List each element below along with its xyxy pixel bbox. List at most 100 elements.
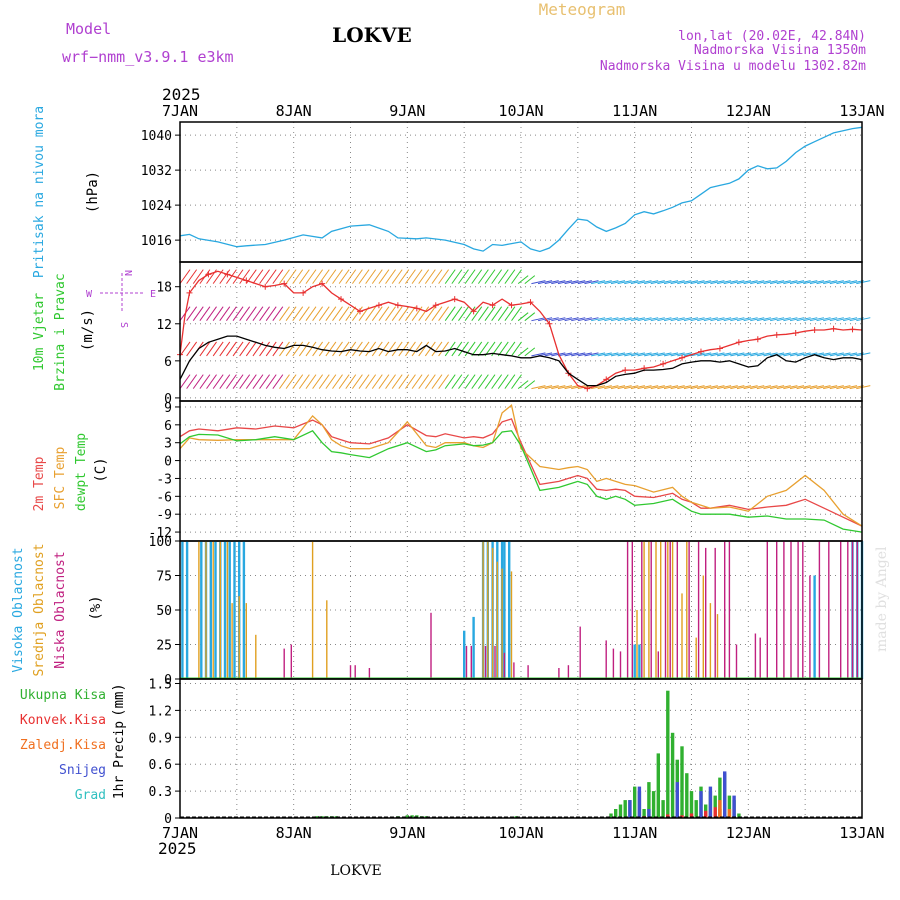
bar-ukupna-kisa [623,800,627,818]
wind-arrow [823,385,838,390]
bar-niska-oblacnost [650,541,652,679]
wind-speed-marker [432,302,439,309]
wind-arrow [789,280,805,285]
wind-arrow [564,317,579,322]
wind-arrow [677,352,692,357]
wind-arrow [736,385,752,390]
bar-niska-oblacnost [783,541,785,679]
wind-arrow [723,352,738,357]
wind-arrow [610,385,626,390]
bar-ukupna-kisa [689,791,694,818]
bar-niska-oblacnost [818,541,821,679]
wind-arrow [444,269,456,284]
bar-visoka-oblacnost [200,541,203,679]
x-tick-label-bottom: 12JAN [726,824,771,842]
wind-arrow [371,374,383,389]
wind-speed-marker [754,336,761,343]
wind-arrow [418,269,430,284]
wind-arrow [756,352,771,357]
wind-arrow [630,385,645,390]
wind-arrow [604,280,619,285]
wind-arrow [219,374,231,389]
bar-srednja-oblacnost [636,610,638,679]
wind-arrow [730,280,745,285]
wind-arrow [424,269,436,284]
bar-srednja-oblacnost [487,541,489,679]
wind-arrow [783,317,798,322]
wind-arrow [750,317,765,322]
legend-snow: Snijeg [59,763,106,778]
bar-snijeg [637,786,642,818]
wind-arrow [292,374,304,389]
wind-arrow [365,341,377,357]
wind-arrow [431,341,443,357]
wind-arrow [338,269,350,284]
wind-arrow [524,275,536,285]
wind-speed-marker [660,360,667,367]
bar-niska-oblacnost [802,541,804,679]
bar-visoka-oblacnost [223,541,227,679]
bar-zaledj-kisa [718,800,722,818]
wind-arrow [836,280,851,285]
wind-arrow [597,352,612,357]
wind-arrow [206,341,217,357]
wind-speed-marker [792,330,799,337]
wind-arrow [677,317,692,322]
wind-arrow [617,385,632,390]
wind-speed-marker [394,302,401,309]
wind-arrow [345,269,357,284]
wind-arrow [424,341,436,357]
bar-niska-oblacnost [612,648,615,679]
wind-arrow [590,352,606,357]
legend-grad: Grad [75,788,106,803]
wind-arrow [670,317,685,322]
series-line-brzina [179,270,863,390]
wind-arrow [232,306,244,321]
wind-arrow [710,385,725,390]
bar-srednja-oblacnost [681,593,683,679]
bar-konvek-kisa [704,810,708,818]
wind-arrow [517,347,529,357]
y-tick-label: -9 [156,508,172,523]
model-label: Model [66,20,111,38]
wind-arrow [332,269,343,284]
wind-arrow [292,341,304,357]
wind-arrow [391,341,403,357]
y-tick-label: 25 [156,639,172,654]
compass-east: E [150,289,156,300]
wind-arrow [829,385,844,390]
bar-srednja-oblacnost [667,541,669,679]
wind-arrow [723,280,738,285]
wind-arrow [497,341,509,357]
bar-niska-oblacnost [631,541,633,679]
wind-arrow [816,280,831,285]
wind-arrow [856,385,871,390]
wind-arrow [524,380,536,390]
wind-arrow [683,317,699,322]
wind-arrow [836,317,851,322]
wind-arrow [809,385,825,390]
temp-grid [179,401,863,541]
wind-speed-marker [697,348,704,355]
wind-arrow [544,280,559,285]
wind-arrow [212,341,224,357]
wind-arrow [644,280,659,285]
wind-arrow [842,317,858,322]
legend-frz: Zaledj.Kisa [20,738,106,753]
wind-arrow [703,352,718,357]
wind-arrow [716,280,732,285]
wind-speed-marker [375,302,382,309]
bar-visoka-oblacnost [813,575,816,679]
bar-ukupna-kisa [737,813,741,818]
wind-arrow [703,280,718,285]
wind-arrow [789,352,805,357]
y-tick-label: 0 [164,812,172,827]
wind-speed-marker [319,280,326,287]
bar-visoka-oblacnost [214,541,217,679]
wind-arrow [471,306,483,321]
wind-arrow [816,352,831,357]
bar-niska-oblacnost [657,651,659,679]
bar-ukupna-kisa [633,786,637,818]
wind-arrow [796,352,811,357]
